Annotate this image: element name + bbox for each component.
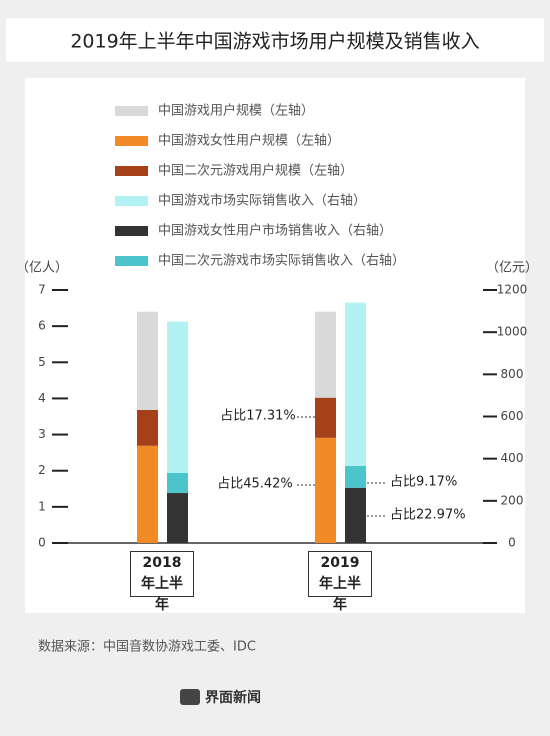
- bar-segment: [315, 397, 336, 438]
- bar-segment: [167, 473, 188, 494]
- y2-tick-label: 600: [501, 409, 524, 423]
- x-tick-label: 2019年上半年: [308, 551, 372, 613]
- source: 数据来源：中国音数协游戏工委、IDC: [38, 639, 256, 655]
- chart-title: 2019年上半年中国游戏市场用户规模及销售收入: [70, 31, 479, 53]
- bar-segment: [345, 487, 366, 543]
- y2-tick-label: 1000: [497, 325, 528, 339]
- legend-swatch: [115, 256, 148, 266]
- bar-segment: [167, 493, 188, 543]
- y2-tick-label: 0: [508, 536, 516, 550]
- y2-tick-label: 400: [501, 451, 524, 465]
- y-tick-label: 7: [38, 283, 46, 297]
- y2-tick-label: 1200: [497, 283, 528, 297]
- legend-swatch: [115, 136, 148, 146]
- title-box: [6, 18, 544, 62]
- legend-label: 中国游戏女性用户规模（左轴）: [158, 133, 340, 149]
- y2-tick-label: 800: [501, 367, 524, 381]
- y-tick-label: 1: [38, 499, 46, 513]
- logo-icon: [180, 689, 200, 705]
- annotation: 占比9.17%: [390, 475, 457, 490]
- bar-segment: [345, 465, 366, 488]
- footer-logo: 界面新闻: [205, 689, 261, 706]
- bar-segment: [345, 302, 366, 466]
- bar-segment: [137, 445, 158, 543]
- bar-segment: [315, 437, 336, 543]
- legend-label: 中国二次元游戏市场实际销售收入（右轴）: [158, 253, 405, 269]
- legend-label: 中国游戏女性用户市场销售收入（右轴）: [158, 223, 392, 239]
- y-tick-label: 4: [38, 391, 46, 405]
- y-axis-label: （亿人）: [16, 261, 68, 276]
- y-tick-label: 3: [38, 427, 46, 441]
- x-tick-label: 2018年上半年: [130, 551, 194, 613]
- y2-tick-label: 200: [501, 493, 524, 507]
- annotation: 占比45.42%: [217, 477, 293, 492]
- bar-segment: [137, 409, 158, 446]
- legend-swatch: [115, 196, 148, 206]
- panel: [25, 78, 525, 613]
- legend-label: 中国游戏用户规模（左轴）: [158, 103, 314, 119]
- legend-swatch: [115, 226, 148, 236]
- legend-label: 中国游戏市场实际销售收入（右轴）: [158, 193, 366, 209]
- bar-segment: [137, 311, 158, 410]
- legend-swatch: [115, 106, 148, 116]
- annotation: 占比22.97%: [390, 508, 466, 523]
- legend-label: 中国二次元游戏用户规模（左轴）: [158, 163, 353, 179]
- legend-swatch: [115, 166, 148, 176]
- bar-segment: [167, 321, 188, 474]
- y-tick-label: 6: [38, 319, 46, 333]
- y-tick-label: 2: [38, 463, 46, 477]
- y-tick-label: 5: [38, 355, 46, 369]
- y-tick-label: 0: [38, 536, 46, 550]
- annotation: 占比17.31%: [220, 409, 296, 424]
- y2-axis-label: （亿元）: [486, 261, 538, 276]
- bar-segment: [315, 311, 336, 398]
